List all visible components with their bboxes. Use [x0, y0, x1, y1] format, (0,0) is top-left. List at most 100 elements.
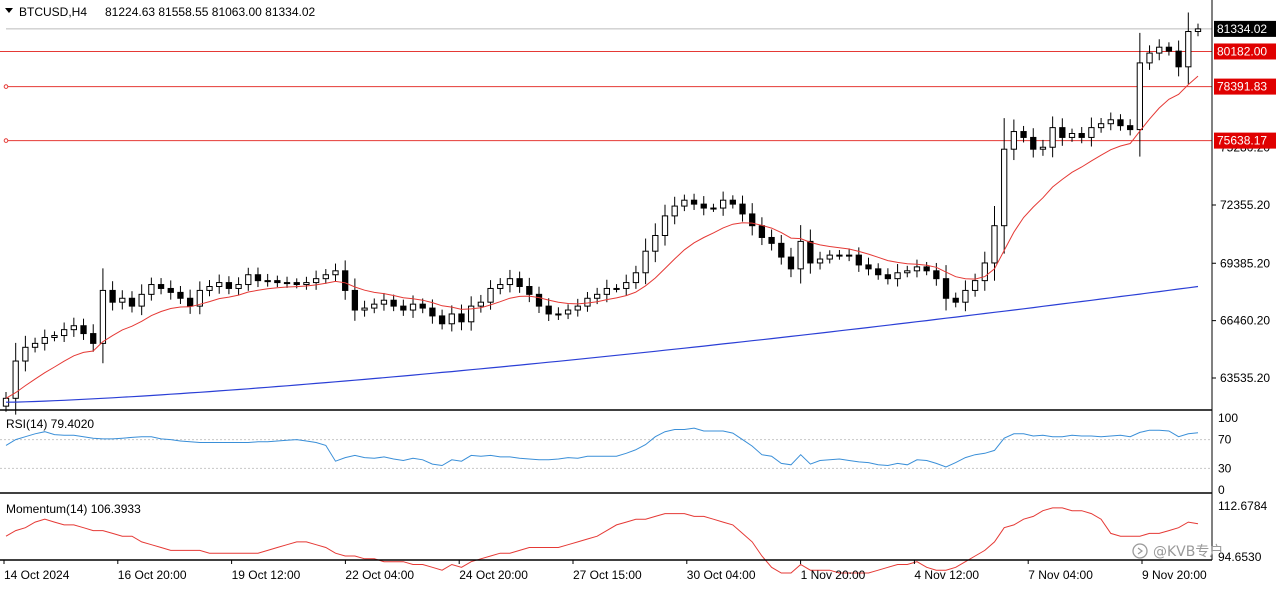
time-tick-label: 9 Nov 20:00 [1142, 568, 1207, 582]
candle-bullish [312, 278, 320, 284]
time-tick-label: 16 Oct 20:00 [118, 568, 187, 582]
candle-bullish [991, 225, 998, 264]
candle-bearish [225, 282, 233, 289]
momentum-tick-label: 112.6784 [1218, 499, 1267, 513]
time-tick-label: 1 Nov 20:00 [801, 568, 866, 582]
candle-bullish [719, 199, 727, 209]
level-anchor[interactable] [3, 84, 9, 89]
level-price-label-bg [1214, 43, 1276, 60]
candle-bullish [31, 342, 39, 348]
candle-bearish [438, 315, 446, 325]
candle-bearish [186, 297, 194, 307]
price-tick-label: 69385.20 [1220, 256, 1270, 270]
price-labels: 80182.00 78391.83 75638.17 81334.02 [1214, 20, 1276, 149]
candle-bullish [555, 313, 562, 316]
candle-bullish [371, 303, 378, 309]
momentum-title: Momentum(14) 106.3933 [6, 502, 141, 516]
candle-bullish [642, 250, 649, 274]
rsi-tick-label: 100 [1218, 411, 1238, 425]
candle-bearish [128, 297, 136, 307]
candle-bearish [787, 256, 795, 270]
candle-bearish [419, 303, 426, 309]
candle-bearish [768, 236, 775, 244]
candle-bullish [632, 272, 640, 284]
candle-bullish [981, 262, 988, 282]
time-tick-label: 7 Nov 04:00 [1028, 568, 1093, 582]
candle-bearish [1127, 125, 1134, 131]
time-tick-label: 22 Oct 04:00 [345, 568, 414, 582]
time-tick-label: 27 Oct 15:00 [573, 568, 642, 582]
candle-bullish [12, 360, 19, 399]
time-tick-label: 30 Oct 04:00 [687, 568, 756, 582]
candle-bullish [681, 199, 688, 207]
level-anchor[interactable] [3, 138, 9, 143]
candle-bearish [90, 333, 97, 344]
momentum-panel: 112.6784 94.6530 [1218, 499, 1267, 564]
candle-bearish [729, 199, 736, 205]
price-tick-label: 63535.20 [1220, 371, 1270, 385]
candle-bullish [380, 299, 388, 305]
candle-bearish [526, 286, 533, 295]
candle-bearish [274, 280, 281, 284]
panel-frames [0, 0, 1213, 561]
candle-bearish [875, 268, 882, 276]
candle-bullish [216, 282, 223, 288]
candle-bullish [904, 270, 911, 274]
rsi-panel: 100 70 30 0 [0, 411, 1238, 497]
triangle-down-icon[interactable] [5, 8, 13, 13]
rsi-title: RSI(14) 79.4020 [6, 417, 94, 431]
candle-bearish [952, 297, 959, 303]
candle-bearish [855, 254, 862, 266]
candle-bullish [119, 297, 126, 303]
candle-bullish [797, 240, 804, 270]
candle-bearish [690, 199, 698, 205]
candle-bullish [836, 254, 843, 257]
candle-bearish [351, 289, 359, 311]
candle-bullish [1194, 28, 1202, 33]
candle-bearish [167, 287, 174, 293]
candle-bullish [22, 346, 29, 362]
candle-bearish [749, 213, 756, 227]
candle-bullish [138, 293, 145, 307]
time-tick-label: 19 Oct 12:00 [232, 568, 301, 582]
candle-bearish [933, 270, 940, 280]
candle-bullish [332, 270, 339, 276]
candle-bullish [497, 284, 504, 289]
candle-bullish [1068, 133, 1076, 138]
candle-bullish [710, 207, 717, 210]
candle-bullish [845, 254, 853, 257]
current-price-label-bg [1214, 20, 1276, 37]
candle-bearish [700, 203, 707, 209]
candle-bullish [361, 307, 368, 311]
price-axis: 63535.20 66460.20 69385.20 72355.20 81334.02… [1212, 22, 1270, 385]
level-price-label: 78391.83 [1217, 80, 1267, 94]
candle-bullish [196, 289, 203, 307]
candle-bearish [157, 284, 165, 289]
candle-bearish [177, 291, 184, 299]
candle-bullish [894, 272, 901, 280]
candle-bearish [390, 299, 397, 307]
candle-bearish [1020, 131, 1027, 138]
horizontal-levels[interactable] [0, 28, 1212, 143]
candle-bearish [516, 278, 523, 288]
candle-bearish [1175, 50, 1182, 68]
price-tick-label: 72355.20 [1220, 198, 1270, 212]
candle-bullish [1185, 31, 1192, 68]
candle-bullish [603, 287, 610, 295]
candle-bearish [109, 289, 116, 303]
candle-bearish [342, 270, 349, 291]
candle-bullish [594, 293, 601, 299]
candle-bullish [61, 329, 68, 337]
momentum-tick-label: 94.6530 [1218, 550, 1262, 564]
candle-bearish [535, 293, 543, 307]
candle-bullish [826, 254, 833, 260]
watermark-text: @KVB专户 [1153, 543, 1223, 560]
candle-bullish [468, 305, 475, 323]
candle-bearish [1165, 46, 1173, 52]
candle-bullish [574, 305, 581, 311]
candle-bullish [661, 215, 669, 237]
candle-bullish [99, 289, 107, 344]
candle-bullish [206, 286, 213, 291]
time-tick-label: 24 Oct 20:00 [459, 568, 528, 582]
